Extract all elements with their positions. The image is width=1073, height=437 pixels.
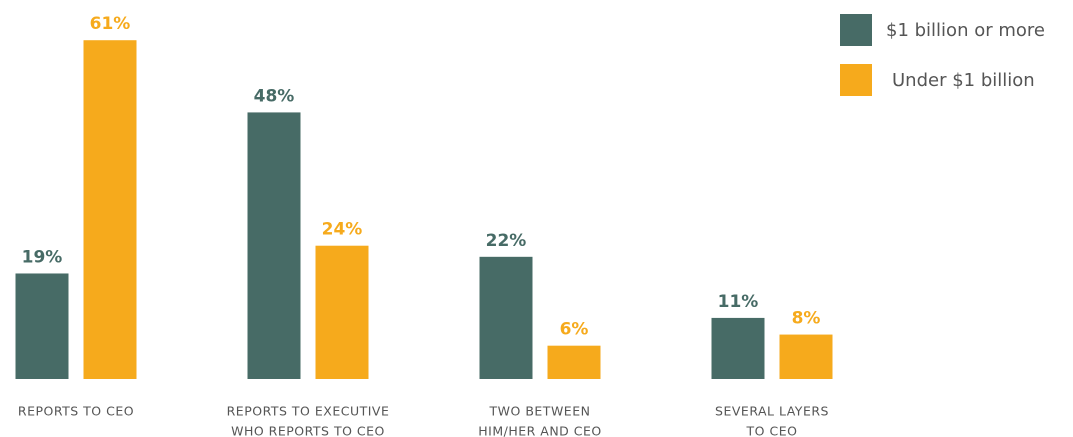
data-label: 19% — [22, 247, 63, 267]
bar — [479, 256, 533, 379]
data-label: 22% — [486, 231, 527, 251]
x-tick-label: TWO BETWEEN — [489, 404, 591, 419]
x-tick-label: TO CEO — [746, 424, 798, 437]
x-tick-label: REPORTS TO EXECUTIVE — [227, 404, 390, 419]
x-tick-label: REPORTS TO CEO — [18, 404, 134, 419]
data-label: 24% — [322, 220, 363, 240]
data-label: 61% — [90, 14, 131, 34]
data-label: 6% — [560, 320, 589, 340]
bar — [83, 40, 137, 379]
bar — [315, 245, 369, 379]
legend-swatch — [840, 14, 872, 46]
bar — [547, 345, 601, 379]
bar — [779, 334, 833, 379]
bar — [247, 112, 301, 380]
x-tick-label: SEVERAL LAYERS — [715, 404, 829, 419]
bar — [15, 273, 69, 379]
x-tick-label: WHO REPORTS TO CEO — [231, 424, 385, 437]
bar — [711, 317, 765, 379]
data-label: 48% — [254, 86, 295, 106]
data-label: 8% — [792, 309, 821, 329]
data-label: 11% — [718, 292, 759, 312]
x-tick-label: HIM/HER AND CEO — [478, 424, 602, 437]
legend-label: Under $1 billion — [892, 70, 1035, 91]
legend-label: $1 billion or more — [886, 20, 1045, 41]
legend-swatch — [840, 64, 872, 96]
